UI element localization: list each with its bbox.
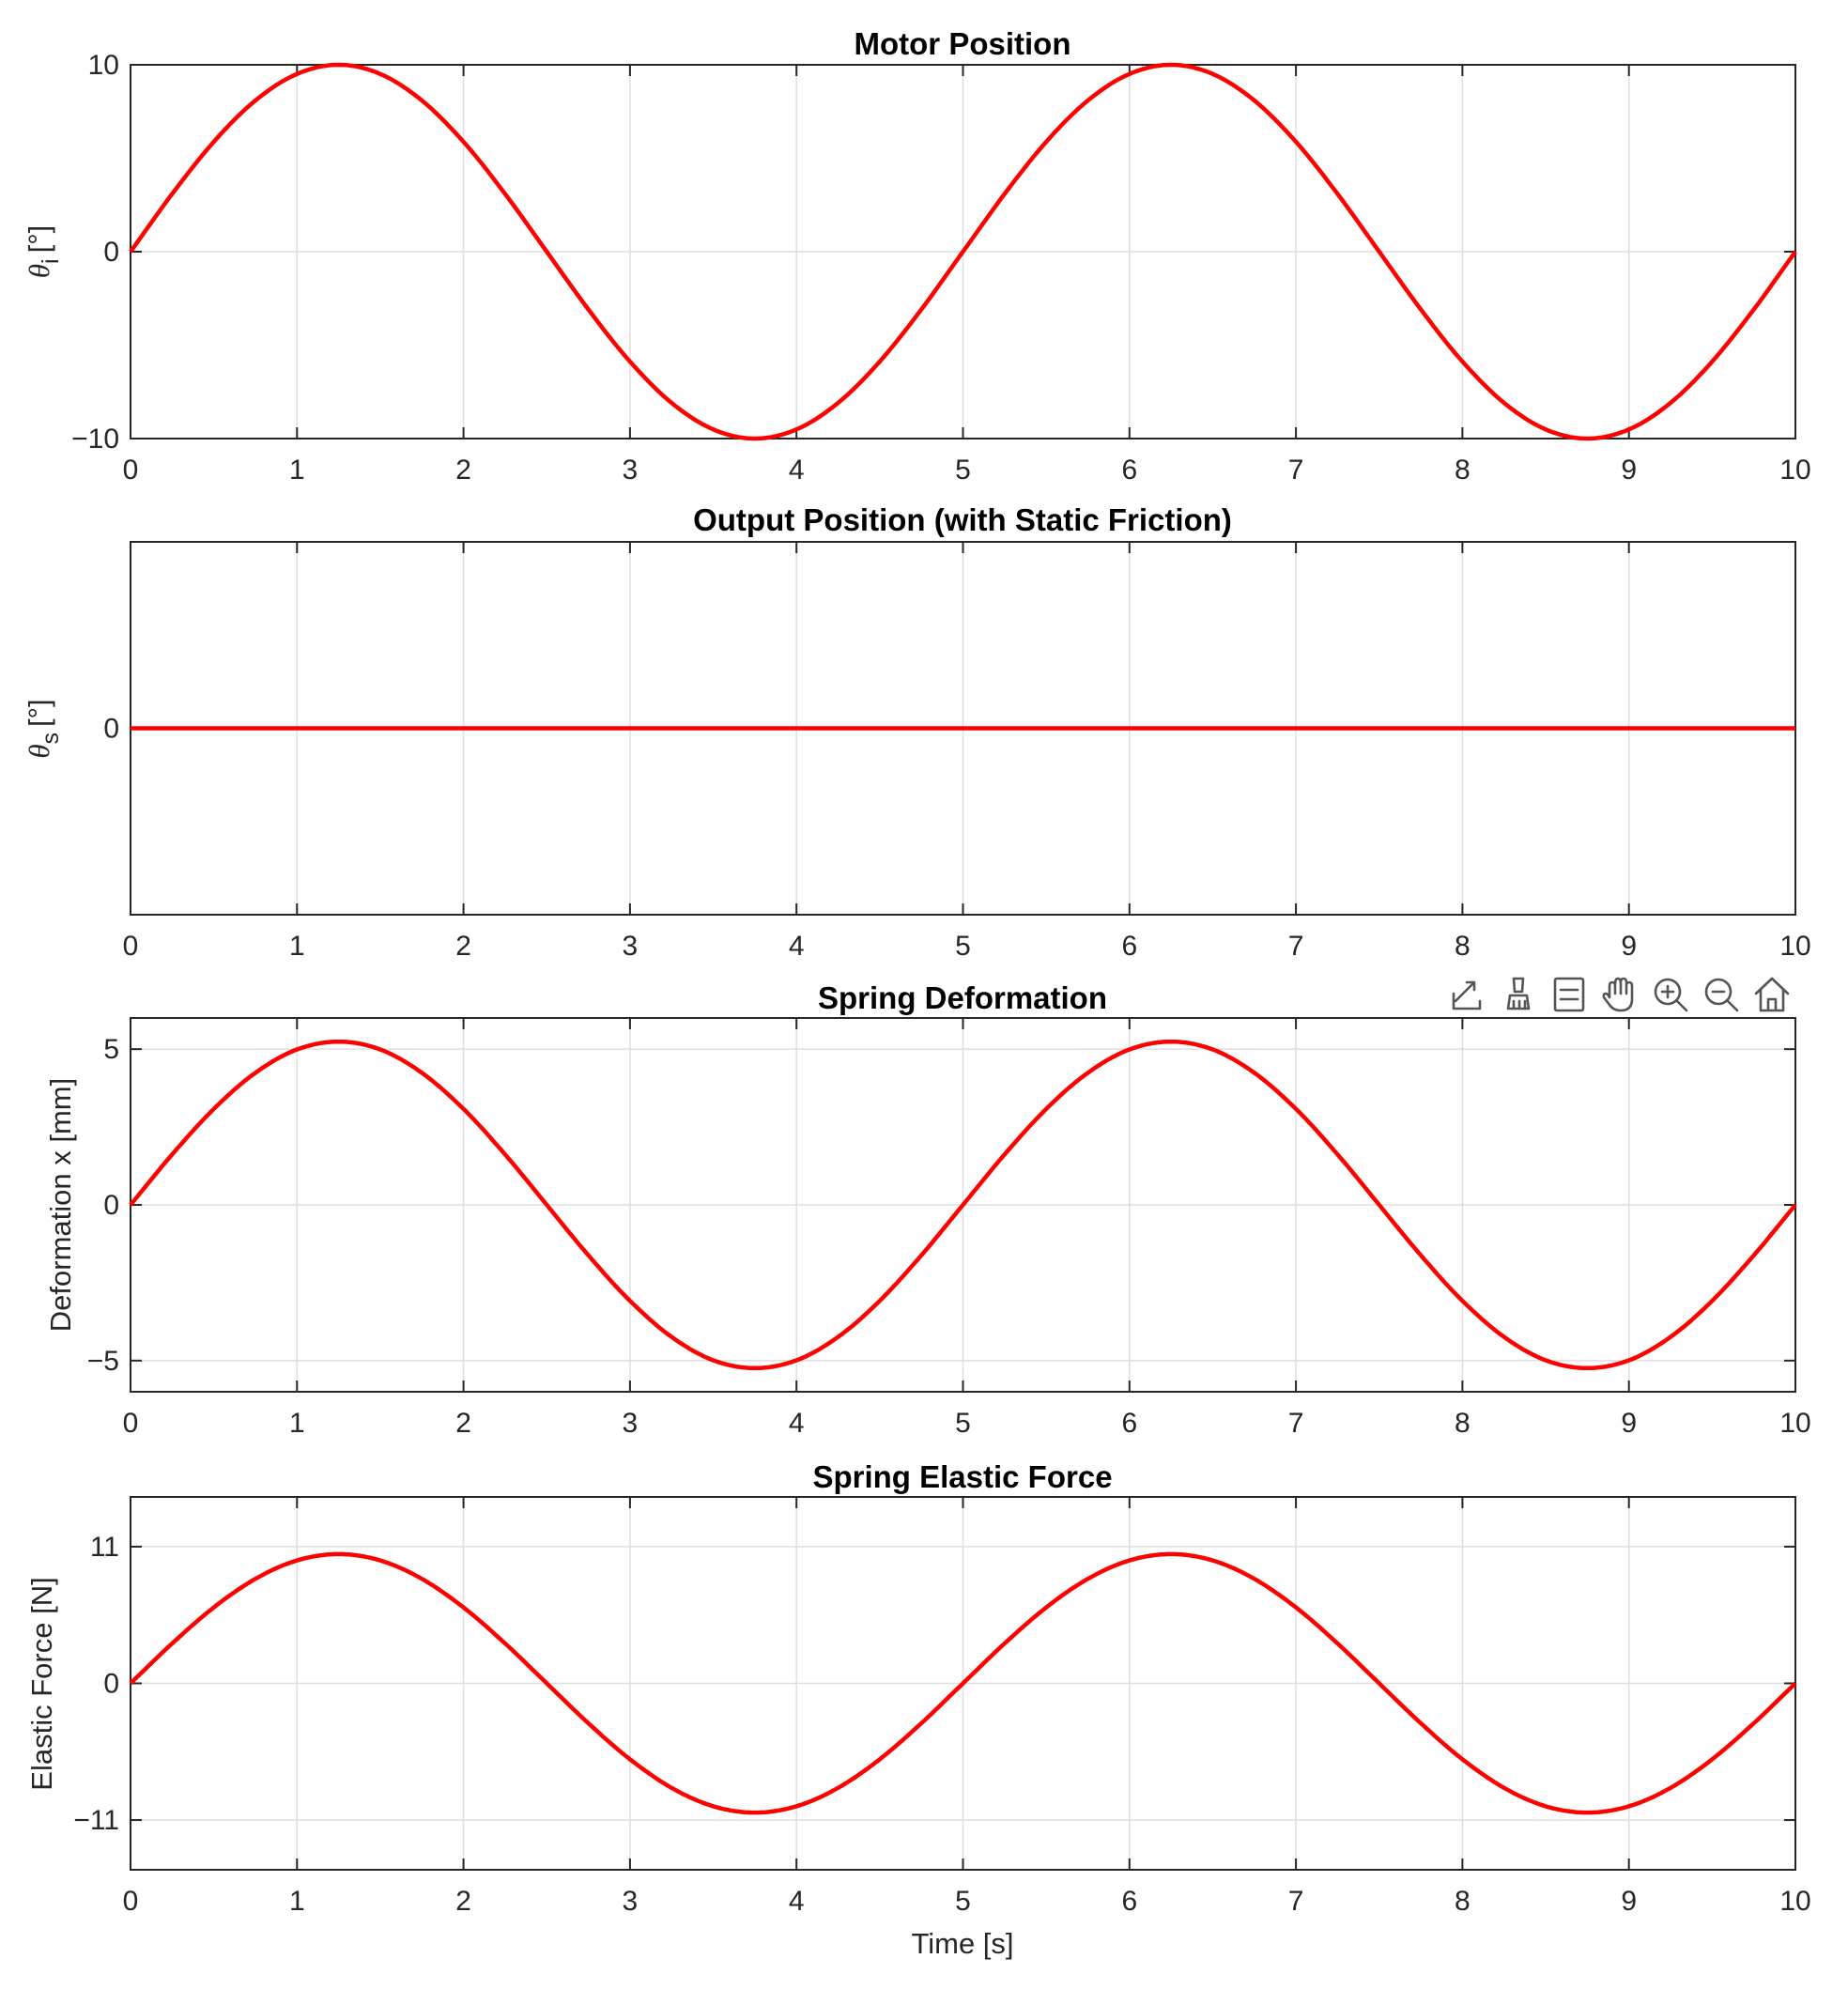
chart-1-ytick-label-2: 10 <box>88 50 119 81</box>
chart-2: Output Position (with Static Friction) 0… <box>23 502 1811 962</box>
chart-2-xtick-label-1: 1 <box>289 931 305 962</box>
pan-hand-icon[interactable] <box>1598 973 1641 1016</box>
chart-2-xtick-label-10: 10 <box>1779 931 1810 962</box>
chart-2-xtick-label-8: 8 <box>1455 931 1471 962</box>
chart-2-xtick-label-7: 7 <box>1288 931 1304 962</box>
chart-2-xtick-label-4: 4 <box>789 931 805 962</box>
chart-1-xtick-label-9: 9 <box>1621 455 1637 486</box>
chart-1-ylabel-unit: [°] <box>23 225 55 254</box>
chart-1-ylabel: θi [°] <box>23 225 64 278</box>
chart-4-xtick-label-8: 8 <box>1455 1886 1471 1917</box>
chart-3-xtick-label-0: 0 <box>123 1408 139 1439</box>
chart-1-xtick-label-6: 6 <box>1121 455 1137 486</box>
chart-2-xtick-label-9: 9 <box>1621 931 1637 962</box>
chart-2-ylabel-unit: [°] <box>23 699 55 727</box>
zoom-in-icon[interactable] <box>1649 973 1692 1016</box>
chart-4-xlabel: Time [s] <box>911 1927 1013 1960</box>
chart-4-xtick-label-9: 9 <box>1621 1886 1637 1917</box>
chart-2-title: Output Position (with Static Friction) <box>693 502 1232 537</box>
chart-3-xtick-label-7: 7 <box>1288 1408 1304 1439</box>
chart-1-ylabel-subscript: i <box>38 258 64 264</box>
chart-4-ylabel: Elastic Force [N] <box>25 1577 58 1790</box>
chart-1-xtick-label-1: 1 <box>289 455 305 486</box>
chart-2-xtick-label-6: 6 <box>1121 931 1137 962</box>
chart-2-xtick-label-3: 3 <box>623 931 639 962</box>
chart-3-xtick-label-8: 8 <box>1455 1408 1471 1439</box>
chart-1-xtick-label-0: 0 <box>123 455 139 486</box>
chart-1-ytick-label-0: −10 <box>71 424 119 455</box>
legend-icon[interactable] <box>1548 973 1591 1016</box>
chart-2-ytick-label-0: 0 <box>103 714 119 745</box>
chart-2-xtick-label-2: 2 <box>455 931 471 962</box>
chart-4: Spring Elastic Force 0 1 2 3 4 5 6 7 8 9 10−11011 … <box>25 1459 1811 1960</box>
chart-1-xtick-label-7: 7 <box>1288 455 1304 486</box>
chart-1-ytick-label-1: 0 <box>103 237 119 268</box>
chart-4-title: Spring Elastic Force <box>812 1459 1112 1494</box>
chart-3-xtick-label-2: 2 <box>455 1408 471 1439</box>
chart-3-xtick-label-4: 4 <box>789 1408 805 1439</box>
chart-1-xtick-label-3: 3 <box>623 455 639 486</box>
chart-2-xtick-label-0: 0 <box>123 931 139 962</box>
chart-2-ylabel-subscript: s <box>38 733 64 745</box>
chart-2-ylabel-symbol: θ <box>23 744 55 758</box>
chart-4-xtick-label-6: 6 <box>1121 1886 1137 1917</box>
chart-4-xtick-label-10: 10 <box>1779 1886 1810 1917</box>
chart-3-xtick-label-1: 1 <box>289 1408 305 1439</box>
chart-2-xtick-label-5: 5 <box>955 931 971 962</box>
chart-3-ylabel: Deformation x [mm] <box>44 1078 77 1332</box>
chart-1-xtick-label-5: 5 <box>955 455 971 486</box>
chart-3-ytick-label-1: 0 <box>103 1190 119 1221</box>
chart-4-ytick-label-1: 0 <box>103 1669 119 1700</box>
chart-4-xtick-label-3: 3 <box>623 1886 639 1917</box>
chart-4-xtick-label-4: 4 <box>789 1886 805 1917</box>
chart-1-xtick-label-10: 10 <box>1779 455 1810 486</box>
chart-3-xtick-label-9: 9 <box>1621 1408 1637 1439</box>
home-icon[interactable] <box>1750 973 1794 1016</box>
brush-icon[interactable] <box>1497 973 1540 1016</box>
chart-3-ytick-label-2: 5 <box>103 1034 119 1065</box>
chart-4-ytick-label-0: −11 <box>73 1805 119 1836</box>
chart-1-xtick-label-8: 8 <box>1455 455 1471 486</box>
chart-4-xtick-label-7: 7 <box>1288 1886 1304 1917</box>
chart-4-xtick-label-2: 2 <box>455 1886 471 1917</box>
axes-toolbar <box>1446 973 1794 1016</box>
chart-3-ytick-label-0: −5 <box>87 1346 119 1377</box>
zoom-out-icon[interactable] <box>1700 973 1743 1016</box>
chart-4-xtick-label-1: 1 <box>289 1886 305 1917</box>
chart-4-xtick-label-5: 5 <box>955 1886 971 1917</box>
chart-1-xtick-label-2: 2 <box>455 455 471 486</box>
chart-4-ytick-label-2: 11 <box>90 1532 119 1563</box>
export-icon[interactable] <box>1446 973 1489 1016</box>
chart-3-xtick-label-3: 3 <box>623 1408 639 1439</box>
chart-1-title: Motor Position <box>855 26 1071 61</box>
chart-3-title: Spring Deformation <box>818 980 1107 1015</box>
chart-1-xtick-label-4: 4 <box>789 455 805 486</box>
chart-3: Spring Deformation 0 1 2 3 4 5 6 7 8 9 10−505 Defo… <box>44 980 1811 1439</box>
chart-1-ylabel-symbol: θ <box>23 264 55 278</box>
chart-4-xtick-label-0: 0 <box>123 1886 139 1917</box>
chart-2-ylabel: θs [°] <box>23 699 64 758</box>
chart-3-xtick-label-6: 6 <box>1121 1408 1137 1439</box>
chart-3-xtick-label-5: 5 <box>955 1408 971 1439</box>
chart-3-xtick-label-10: 10 <box>1779 1408 1810 1439</box>
